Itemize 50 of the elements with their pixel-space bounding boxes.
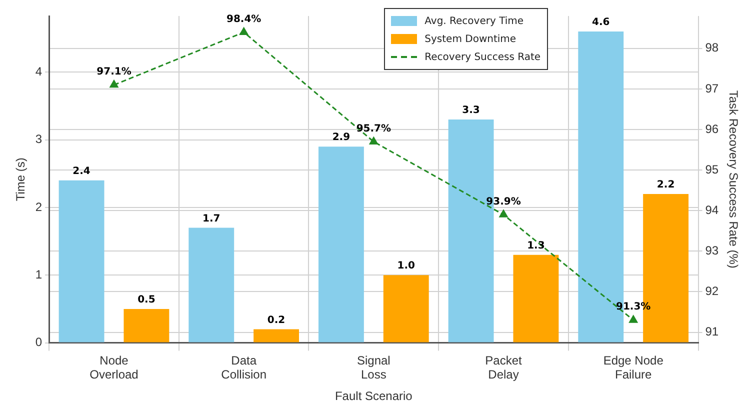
data-label: 1.0	[397, 260, 416, 272]
bar	[188, 228, 234, 342]
legend-label: Recovery Success Rate	[424, 52, 541, 62]
bar	[254, 329, 300, 342]
y-axis-title: Time (s)	[14, 158, 28, 202]
y-tick-label: 1	[35, 267, 42, 282]
data-label: 4.6	[592, 17, 610, 28]
y2-tick-label: 92	[705, 284, 719, 298]
point	[629, 315, 638, 323]
point	[369, 136, 378, 144]
y2-tick-label: 96	[705, 122, 719, 136]
y2-tick-label: 98	[705, 40, 719, 55]
x-tick-label: Node Overload	[90, 353, 138, 382]
data-label: 98.4%	[226, 14, 262, 25]
bar	[383, 275, 429, 342]
y2-tick-label: 93	[705, 243, 719, 258]
data-label: 1.3	[527, 240, 545, 252]
y2-tick-label: 91	[705, 324, 719, 339]
data-label: 0.5	[138, 294, 156, 306]
bar	[124, 308, 170, 342]
x-tick-label: Packet Delay	[485, 353, 523, 382]
bar	[318, 146, 364, 342]
data-label: 3.3	[462, 105, 480, 116]
data-label: 1.7	[202, 213, 220, 224]
x-tick-label: Signal Loss	[356, 353, 390, 382]
y-tick-label: 3	[35, 132, 42, 146]
data-label: 2.4	[72, 166, 90, 178]
data-label: 93.9%	[486, 196, 521, 208]
y-tick-label: 2	[35, 200, 42, 214]
x-axis-title: Fault Scenario	[334, 389, 413, 404]
y-tick-label: 0	[35, 335, 42, 350]
data-label: 0.2	[267, 314, 286, 326]
x-tick-label: Data Collision	[221, 353, 267, 382]
legend-label: Avg. Recovery Time	[424, 16, 524, 26]
y-tick-label: 4	[35, 64, 42, 78]
y2-tick-label: 95	[705, 162, 719, 176]
y2-tick-label: 97	[705, 81, 719, 96]
data-label: 95.7%	[356, 123, 392, 134]
data-label: 2.9	[332, 132, 350, 144]
legend-label: System Downtime	[424, 34, 516, 44]
bar	[58, 180, 104, 342]
point	[240, 27, 248, 35]
x-tick-label: Edge Node Failure	[603, 353, 664, 382]
data-label: 97.1%	[96, 66, 132, 78]
data-label: 2.2	[656, 180, 675, 191]
bar	[513, 254, 559, 342]
y2-axis-title: Task Recovery Success Rate (%)	[726, 90, 740, 268]
point	[110, 80, 118, 88]
point	[499, 210, 508, 218]
y2-tick-label: 94	[705, 202, 719, 217]
